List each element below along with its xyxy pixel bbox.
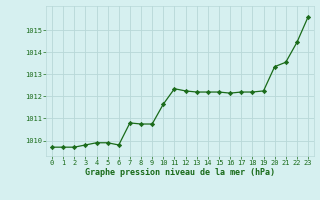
X-axis label: Graphe pression niveau de la mer (hPa): Graphe pression niveau de la mer (hPa): [85, 168, 275, 177]
